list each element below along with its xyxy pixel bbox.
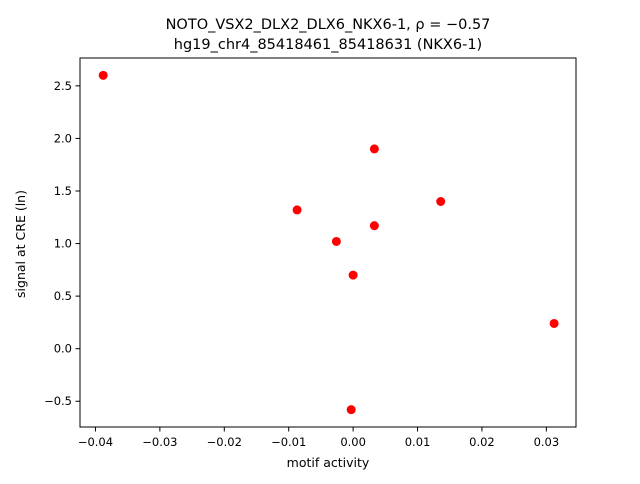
data-point — [331, 236, 341, 246]
data-point — [346, 405, 356, 415]
x-tick-label: −0.03 — [142, 435, 177, 449]
x-tick-label: 0.02 — [469, 435, 495, 449]
plot-frame — [79, 57, 577, 428]
y-axis-label: signal at CRE (ln) — [13, 190, 28, 298]
data-point — [98, 70, 108, 80]
data-point — [292, 205, 302, 215]
y-tick-label: 0.5 — [54, 289, 72, 303]
x-tick-label: 0.00 — [340, 435, 366, 449]
y-tick-label: −0.5 — [44, 394, 72, 408]
x-tick-label: 0.01 — [405, 435, 431, 449]
y-tick-label: 2.5 — [54, 79, 72, 93]
x-tick-label: −0.01 — [271, 435, 306, 449]
data-point — [369, 221, 379, 231]
data-point — [549, 318, 559, 328]
chart-title: NOTO_VSX2_DLX2_DLX6_NKX6-1, ρ = −0.57 — [166, 17, 491, 33]
plot-area: −0.04 −0.03 −0.02 −0.01 0.00 0.01 0.02 0.03 −0.5… — [44, 57, 577, 449]
data-point — [348, 270, 358, 280]
y-tick-label: 2.0 — [54, 131, 72, 145]
x-tick-label: 0.03 — [534, 435, 560, 449]
x-tick-label: −0.04 — [78, 435, 113, 449]
x-axis-label: motif activity — [287, 455, 370, 470]
y-tick-label: 1.5 — [54, 184, 72, 198]
y-tick-label: 1.0 — [54, 237, 72, 251]
data-point — [436, 197, 446, 206]
data-point — [369, 144, 379, 154]
y-tick-label: 0.0 — [54, 342, 72, 356]
x-tick-label: −0.02 — [207, 435, 242, 449]
chart-subtitle: hg19_chr4_85418461_85418631 (NKX6-1) — [174, 37, 482, 53]
